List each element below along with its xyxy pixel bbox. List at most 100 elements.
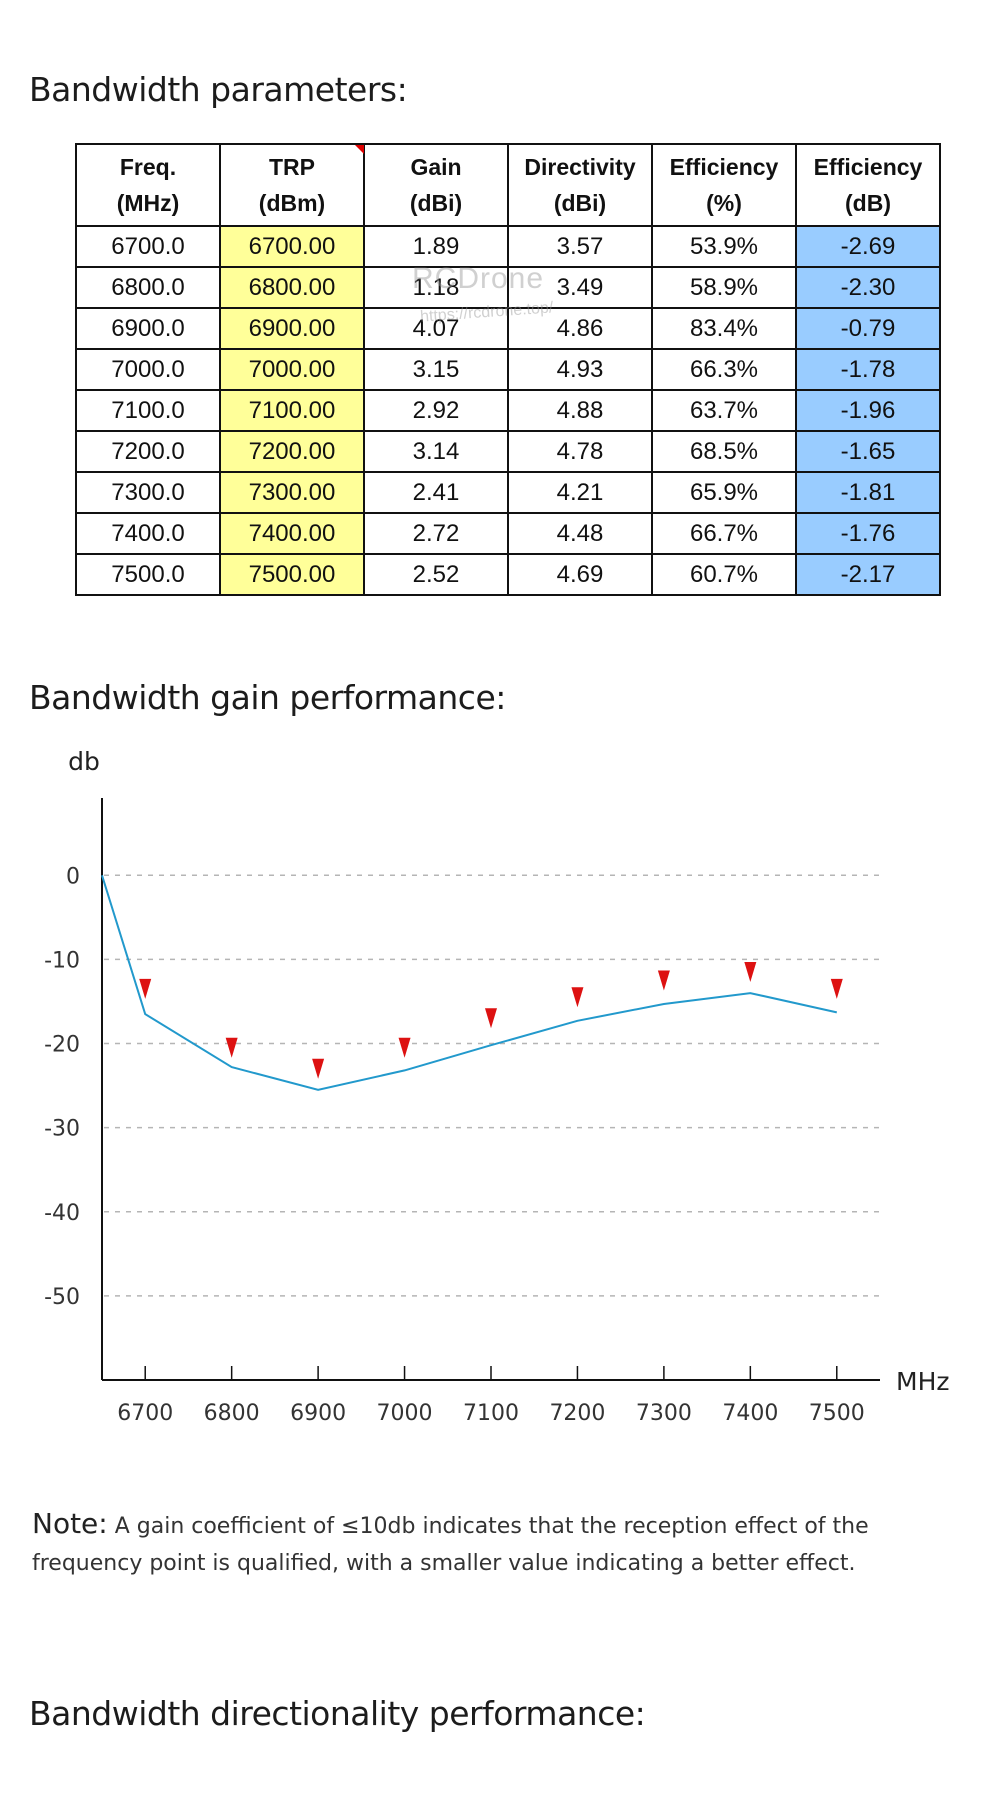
table-cell: 6700.00 <box>219 225 365 268</box>
table-row: 7400.0 7400.00 2.72 4.48 66.7% -1.76 <box>75 512 941 555</box>
table-cell: -2.69 <box>795 225 941 268</box>
x-tick-label: 7000 <box>377 1401 433 1426</box>
x-tick-label: 7400 <box>722 1401 778 1426</box>
table-cell: -1.81 <box>795 471 941 514</box>
table-cell: 2.52 <box>363 553 509 596</box>
table-cell: 1.18 <box>363 266 509 309</box>
table-cell: 6800.00 <box>219 266 365 309</box>
column-header-line: (dB) <box>845 190 891 216</box>
table-cell: 7100.0 <box>75 389 221 432</box>
column-header-line: Efficiency <box>669 154 779 180</box>
table-cell: 63.7% <box>651 389 797 432</box>
table-cell: -0.79 <box>795 307 941 350</box>
table-cell: -1.76 <box>795 512 941 555</box>
column-header: Efficiency (dB) <box>795 143 941 227</box>
y-tick-label: 0 <box>66 864 80 889</box>
table-cell: 68.5% <box>651 430 797 473</box>
y-tick-label: -50 <box>44 1285 80 1310</box>
y-tick-label: -30 <box>44 1117 80 1142</box>
table-cell: 66.7% <box>651 512 797 555</box>
table-row: 6800.0 6800.00 1.18 3.49 58.9% -2.30 <box>75 266 941 309</box>
table-cell: 7200.00 <box>219 430 365 473</box>
table-cell: 83.4% <box>651 307 797 350</box>
table-row: 7000.0 7000.00 3.15 4.93 66.3% -1.78 <box>75 348 941 391</box>
column-header: Efficiency (%) <box>651 143 797 227</box>
column-header: TRP (dBm) <box>219 143 365 227</box>
params-heading: Bandwidth parameters: <box>29 70 408 109</box>
table-header-row: Freq. (MHz) TRP (dBm) Gain (dBi) Directivity (d… <box>75 143 941 227</box>
table-cell: -1.78 <box>795 348 941 391</box>
x-tick-label: 6700 <box>117 1401 173 1426</box>
table-cell: 1.89 <box>363 225 509 268</box>
column-header-line: (dBi) <box>553 190 607 216</box>
data-marker <box>225 1037 238 1058</box>
watermark-text: RCDrone <box>412 262 545 295</box>
table-row: 7200.0 7200.00 3.14 4.78 68.5% -1.65 <box>75 430 941 473</box>
column-header-line: TRP <box>269 154 315 180</box>
table-cell: 7500.00 <box>219 553 365 596</box>
table-cell: 4.88 <box>507 389 653 432</box>
table-row: 7500.0 7500.00 2.52 4.69 60.7% -2.17 <box>75 553 941 596</box>
table-cell: 60.7% <box>651 553 797 596</box>
y-tick-label: -40 <box>44 1201 80 1226</box>
table-cell: 53.9% <box>651 225 797 268</box>
data-marker <box>485 1008 497 1029</box>
table-cell: 2.92 <box>363 389 509 432</box>
table-cell: 7100.00 <box>219 389 365 432</box>
table-cell: -2.30 <box>795 266 941 309</box>
table-cell: 6900.0 <box>75 307 221 350</box>
column-header-line: (%) <box>706 190 742 216</box>
column-header-line: (dBi) <box>409 190 463 216</box>
x-tick-label: 7100 <box>463 1401 519 1426</box>
x-tick-label: 6900 <box>290 1401 346 1426</box>
x-axis-label: MHz <box>896 1367 950 1396</box>
table-cell: 66.3% <box>651 348 797 391</box>
gain-chart: 0 -10 -20 -30 -40 -50 6700 6800 6900 7000 7100 7200… <box>44 747 950 1426</box>
table-cell: 7000.0 <box>75 348 221 391</box>
table-cell: 4.93 <box>507 348 653 391</box>
table-cell: 3.15 <box>363 348 509 391</box>
table-cell: 4.48 <box>507 512 653 555</box>
column-header: Gain (dBi) <box>363 143 509 227</box>
table-cell: 4.21 <box>507 471 653 514</box>
data-marker <box>312 1058 325 1079</box>
table-cell: 4.78 <box>507 430 653 473</box>
gain-series-line <box>101 875 838 1091</box>
directionality-heading: Bandwidth directionality performance: <box>29 1694 646 1733</box>
comment-marker-icon <box>355 145 364 154</box>
data-marker <box>830 978 843 999</box>
table-cell: 3.49 <box>507 266 653 309</box>
table-cell: 6700.0 <box>75 225 221 268</box>
table-cell: 4.69 <box>507 553 653 596</box>
table-cell: 4.86 <box>507 307 653 350</box>
column-header-line: Freq. <box>119 154 177 180</box>
table-cell: 2.72 <box>363 512 509 555</box>
note: Note: A gain coefficient of ≤10db indica… <box>32 1505 972 1582</box>
y-tick-label: -20 <box>44 1033 80 1058</box>
y-tick-label: -10 <box>44 948 80 973</box>
data-marker <box>657 970 670 991</box>
table-cell: 4.07 <box>363 307 509 350</box>
data-marker <box>744 962 757 983</box>
table-row: 6700.0 6700.00 1.89 3.57 53.9% -2.69 <box>75 225 941 268</box>
x-tick-label: 7300 <box>636 1401 692 1426</box>
column-header-line: (dBm) <box>258 190 326 216</box>
table-cell: 7300.0 <box>75 471 221 514</box>
x-tick-label: 7500 <box>809 1401 865 1426</box>
table-cell: 3.14 <box>363 430 509 473</box>
table-cell: 7300.00 <box>219 471 365 514</box>
table-cell: -1.65 <box>795 430 941 473</box>
table-row: 6900.0 6900.00 4.07 4.86 83.4% -0.79 <box>75 307 941 350</box>
table-cell: 7000.00 <box>219 348 365 391</box>
y-axis-label: db <box>68 747 100 776</box>
table-cell: 58.9% <box>651 266 797 309</box>
table-cell: 7500.0 <box>75 553 221 596</box>
table-cell: 6900.00 <box>219 307 365 350</box>
table-cell: -2.17 <box>795 553 941 596</box>
column-header-line: Gain <box>410 154 462 180</box>
table-cell: 65.9% <box>651 471 797 514</box>
table-cell: 7400.0 <box>75 512 221 555</box>
table-cell: 6800.0 <box>75 266 221 309</box>
data-marker <box>139 978 152 999</box>
table-cell: 7400.00 <box>219 512 365 555</box>
